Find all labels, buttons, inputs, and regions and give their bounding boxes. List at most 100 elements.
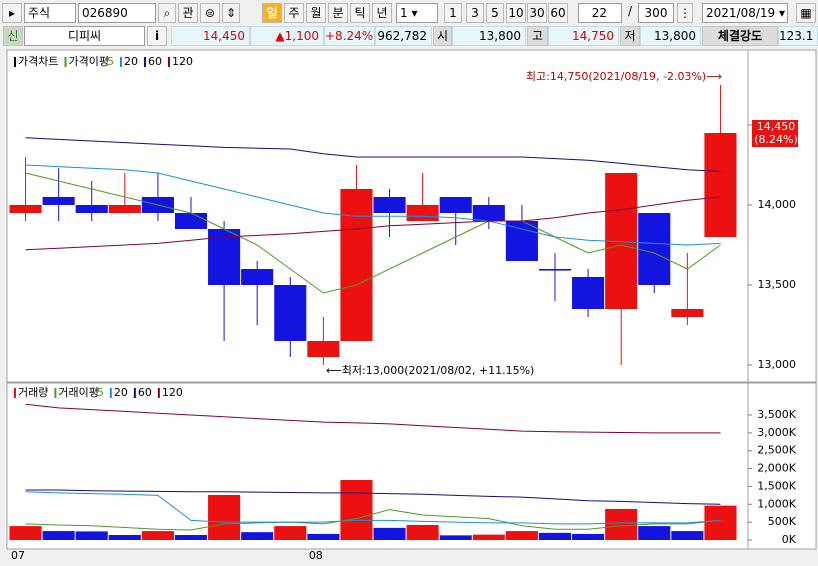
date: 2021/08/19 <box>706 6 776 20</box>
settings-button[interactable]: ⋮ <box>677 3 693 23</box>
period-button[interactable]: 일 <box>262 3 282 23</box>
volume-bar <box>439 535 472 540</box>
interval-button[interactable]: 1 <box>444 3 462 23</box>
volume-bar <box>9 526 42 540</box>
candle-body <box>406 205 439 221</box>
y-tick-label: 13,000 <box>758 358 797 371</box>
y-tick-label: 2,000K <box>757 462 796 475</box>
open: 13,800 <box>452 26 526 46</box>
ma-line <box>25 491 721 525</box>
candle-body <box>174 213 208 229</box>
candle-body <box>241 269 274 285</box>
legend-marker <box>143 57 146 67</box>
period-button[interactable]: 틱 <box>350 3 370 23</box>
period-button[interactable]: 년 <box>372 3 392 23</box>
volume-bar <box>373 527 406 540</box>
period-button[interactable]: 주 <box>284 3 304 23</box>
volume-bar <box>274 526 307 540</box>
interval-button[interactable]: 10 <box>506 3 526 23</box>
volume-bar <box>505 531 538 540</box>
last-rate: (8.24%) <box>754 133 798 146</box>
total: 300 <box>644 6 668 20</box>
legend-marker <box>14 57 16 67</box>
ma-line <box>25 196 721 251</box>
legend-marker <box>119 57 122 67</box>
legend-marker <box>157 388 160 398</box>
candle-body <box>141 197 174 213</box>
rate: +8.24% <box>324 26 375 46</box>
info-button[interactable]: i <box>147 26 167 46</box>
volume: 962,782 <box>375 26 432 46</box>
legend-label: 20 <box>124 55 138 68</box>
candle-body <box>42 197 75 205</box>
candle-body <box>307 341 340 357</box>
candle-body <box>538 269 572 271</box>
legend-marker <box>54 388 57 398</box>
interval-button[interactable]: 5 <box>486 3 504 23</box>
volume-bar <box>307 533 340 540</box>
search-button[interactable]: ⌕ <box>158 3 176 23</box>
interval-button[interactable]: 3 <box>466 3 484 23</box>
candle-body <box>704 133 737 237</box>
y-tick-label: 14,000 <box>758 198 797 211</box>
candle-body <box>340 189 373 341</box>
strength-label: 체결강도 <box>702 26 778 46</box>
count-input[interactable]: 22 <box>578 3 622 23</box>
ma-line <box>25 164 721 246</box>
menu-icon[interactable]: ▸ <box>2 3 22 23</box>
stock-name: 디피씨 <box>24 26 145 46</box>
legend-label: 가격차트 <box>18 55 58 68</box>
period-button[interactable]: 월 <box>306 3 326 23</box>
ma-line <box>25 172 721 294</box>
spin-button[interactable]: ⇕ <box>222 3 240 23</box>
y-tick-label: 13,500 <box>758 278 797 291</box>
interval-select[interactable]: 1 ▾ <box>396 3 438 23</box>
high-label: 고 <box>527 26 548 46</box>
legend-marker <box>64 57 67 67</box>
low: 13,800 <box>640 26 701 46</box>
y-tick-label: 3,000K <box>757 426 796 439</box>
legend-label: 거래이평 <box>58 386 98 399</box>
volume-bar <box>75 531 108 540</box>
date-select[interactable]: 2021/08/19 ▾ <box>702 3 788 23</box>
legend-marker <box>14 388 16 398</box>
interval: 1 <box>400 6 408 20</box>
interval-button[interactable]: 30 <box>527 3 547 23</box>
legend-marker <box>109 388 112 398</box>
candle-body <box>505 221 538 261</box>
y-tick-label: 2,500K <box>757 444 796 457</box>
legend-marker <box>167 57 170 67</box>
volume-bar <box>406 525 439 540</box>
market-select[interactable]: 주식 <box>24 3 76 23</box>
candle-body <box>572 277 605 309</box>
volume-bar <box>241 532 274 540</box>
ma-line <box>25 403 721 434</box>
count: 22 <box>591 6 607 20</box>
strength: 123.1 <box>778 26 818 46</box>
watch-button[interactable]: 관 <box>178 3 198 23</box>
volume-panel <box>6 382 817 550</box>
code: 026890 <box>82 6 128 20</box>
last-price: 14,450 <box>757 120 796 133</box>
icon-button[interactable]: ⊜ <box>200 3 220 23</box>
volume-bar <box>108 535 141 540</box>
candle-body <box>671 309 704 317</box>
candle-body <box>439 197 472 213</box>
chart-button[interactable]: ▦ <box>796 3 816 23</box>
volume-bar <box>572 533 605 540</box>
ma-line <box>25 489 721 505</box>
legend-label: 5 <box>107 55 114 68</box>
period-button[interactable]: 분 <box>328 3 348 23</box>
open-label: 시 <box>433 26 452 46</box>
volume-bar <box>42 531 75 540</box>
candle-body <box>75 205 108 213</box>
code-input[interactable]: 026890 <box>78 3 156 23</box>
legend-label: 120 <box>162 386 183 399</box>
x-tick-label: 07 <box>11 549 25 562</box>
total-input[interactable]: 300 <box>638 3 674 23</box>
change: ▲1,100 <box>250 26 324 46</box>
interval-button[interactable]: 60 <box>548 3 568 23</box>
x-tick-label: 08 <box>309 549 323 562</box>
y-tick-label: 0K <box>782 533 797 546</box>
